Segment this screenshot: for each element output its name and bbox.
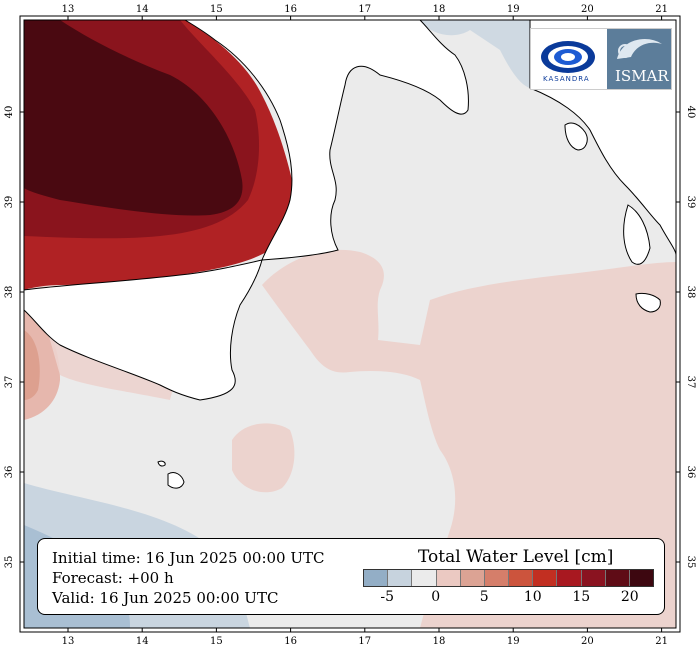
legend-color-cell <box>484 570 510 586</box>
x-tick-label-bottom: 15 <box>210 636 223 647</box>
land-sicily <box>23 259 263 401</box>
y-tick-label-right: 40 <box>685 106 696 119</box>
land-greece-islands <box>564 122 651 265</box>
x-tick-label-bottom: 20 <box>581 636 594 647</box>
y-tick-label-right: 36 <box>685 466 696 479</box>
x-tick-label-bottom: 18 <box>433 636 446 647</box>
x-tick-label-bottom: 21 <box>655 636 668 647</box>
x-tick-label-bottom: 16 <box>284 636 297 647</box>
kassandra-logo-text: KASANDRA <box>543 75 590 83</box>
forecast-text: Forecast: +00 h <box>52 569 174 587</box>
y-tick-label-right: 38 <box>685 286 696 299</box>
ismar-wave-icon <box>617 39 662 59</box>
y-tick-label-right: 39 <box>685 196 696 209</box>
legend-color-cell <box>388 570 413 586</box>
logos-panel: KASANDRA ISMAR <box>530 28 672 90</box>
y-tick-label-left: 40 <box>4 106 15 119</box>
x-tick-label-top: 17 <box>358 4 371 15</box>
x-tick-label-bottom: 13 <box>62 636 75 647</box>
y-tick-label-left: 38 <box>4 286 15 299</box>
high-level-tyrrhenian-core <box>24 20 243 216</box>
positive-level-zone-sicily-channel <box>232 423 295 493</box>
legend-color-cell <box>557 570 582 586</box>
y-tick-label-left: 35 <box>4 556 15 569</box>
legend-tick-label: 20 <box>620 589 639 605</box>
x-tick-label-bottom: 14 <box>136 636 149 647</box>
legend-tick-label: 5 <box>479 589 489 605</box>
land-malta <box>157 460 185 489</box>
x-tick-label-top: 20 <box>581 4 594 15</box>
y-tick-label-right: 35 <box>685 556 696 569</box>
x-tick-label-top: 14 <box>136 4 149 15</box>
legend-color-cell <box>605 570 630 586</box>
x-tick-label-top: 15 <box>210 4 223 15</box>
legend-colorbar <box>363 569 654 587</box>
x-tick-label-bottom: 17 <box>358 636 371 647</box>
map-frame-outer <box>19 15 681 633</box>
x-tick-label-top: 16 <box>284 4 297 15</box>
kassandra-logo: KASANDRA <box>537 35 599 85</box>
legend-tick-label: 10 <box>523 589 542 605</box>
initial-time-text: Initial time: 16 Jun 2025 00:00 UTC <box>52 549 325 567</box>
legend-color-cell <box>460 570 485 586</box>
positive-level-zone-east <box>262 249 676 629</box>
info-panel: Initial time: 16 Jun 2025 00:00 UTC Fore… <box>37 538 665 615</box>
y-tick-label-right: 37 <box>685 376 696 389</box>
x-tick-label-bottom: 19 <box>507 636 520 647</box>
negative-level-north <box>420 20 530 88</box>
kassandra-eye-icon <box>541 41 595 73</box>
axis-right: 35 36 37 38 39 40 <box>676 106 696 569</box>
positive-level-zone-tunisia-inner <box>24 330 40 400</box>
legend-color-cell <box>509 570 534 586</box>
map-frame <box>23 19 677 629</box>
legend-color-cell <box>436 570 461 586</box>
legend-color-cell <box>533 570 558 586</box>
y-tick-label-left: 37 <box>4 376 15 389</box>
land-peloponnese-tip <box>635 292 661 313</box>
legend-tick-label: -5 <box>380 589 395 605</box>
legend-tick-label: 0 <box>431 589 441 605</box>
legend-color-cell <box>581 570 606 586</box>
y-tick-label-left: 36 <box>4 466 15 479</box>
x-tick-label-top: 13 <box>62 4 75 15</box>
legend-color-cell <box>629 570 654 586</box>
axis-left: 35 36 37 38 39 40 <box>4 106 24 569</box>
x-tick-label-top: 21 <box>655 4 668 15</box>
legend-title: Total Water Level [cm] <box>418 547 614 567</box>
axis-bottom: 13 14 15 16 17 18 19 20 21 <box>62 628 668 647</box>
x-tick-label-top: 19 <box>507 4 520 15</box>
legend-color-cell <box>412 570 437 586</box>
valid-time-text: Valid: 16 Jun 2025 00:00 UTC <box>52 589 279 607</box>
land-italy <box>183 19 469 261</box>
y-tick-label-left: 39 <box>4 196 15 209</box>
ismar-logo-text: ISMAR <box>615 67 669 85</box>
legend-tick-label: 15 <box>572 589 591 605</box>
legend-color-cell <box>364 570 389 586</box>
ismar-logo: ISMAR <box>607 29 671 89</box>
axis-top: 13 14 15 16 17 18 19 20 21 <box>62 4 668 20</box>
x-tick-label-top: 18 <box>433 4 446 15</box>
